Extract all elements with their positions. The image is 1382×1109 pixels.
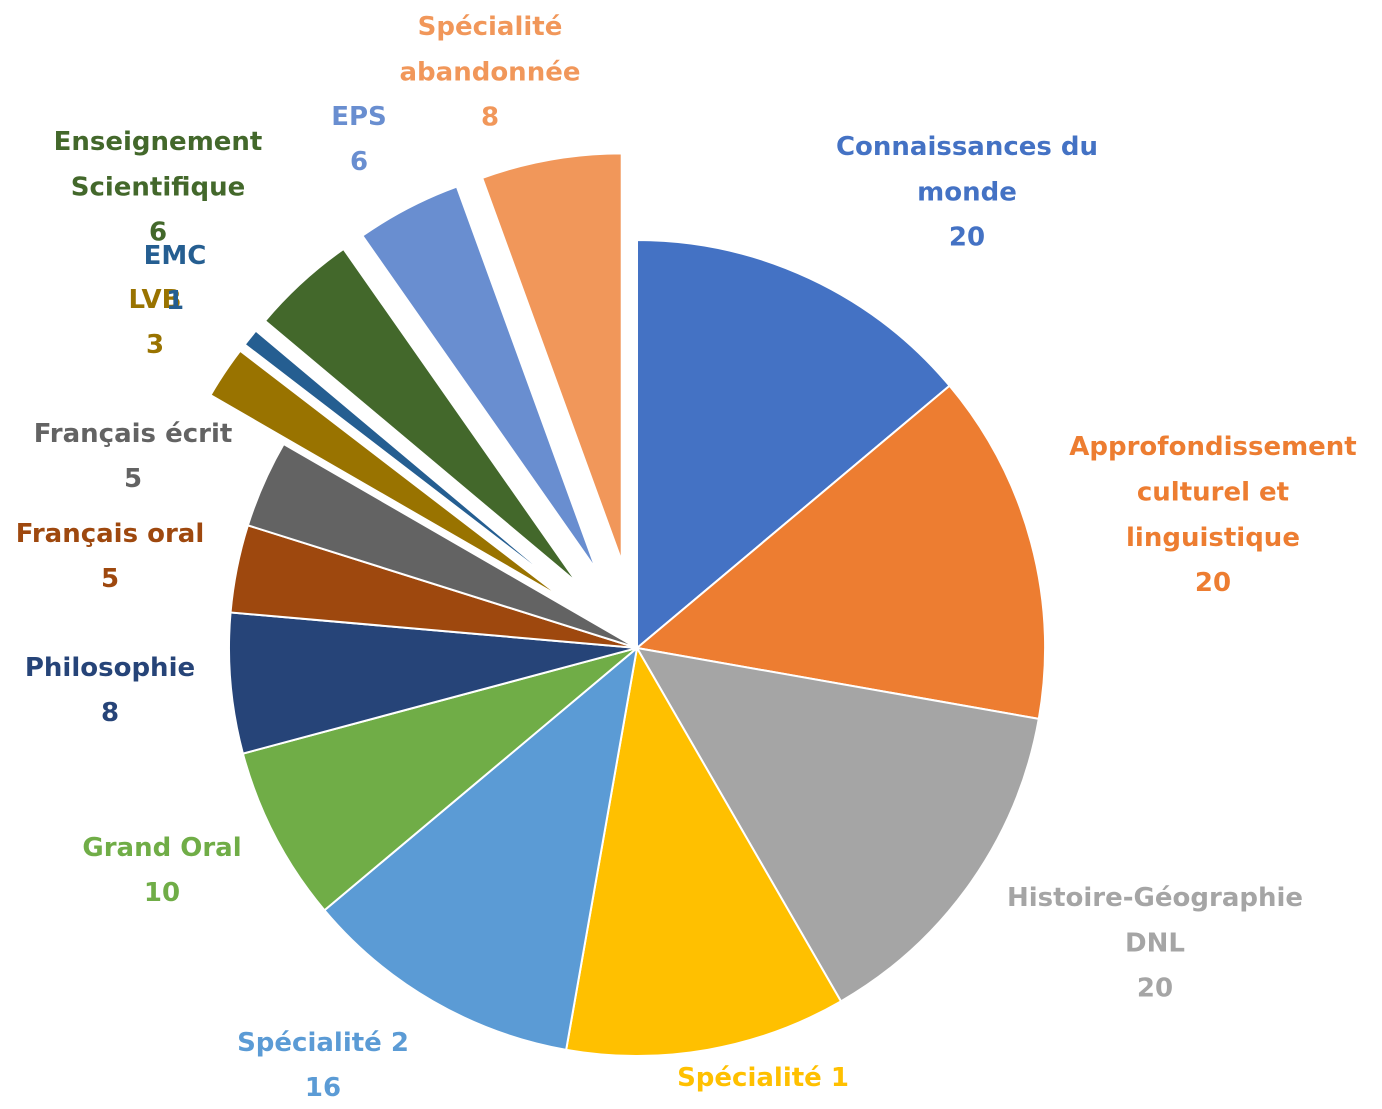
pie-slice — [634, 384, 1046, 721]
pie-slice — [209, 349, 565, 600]
label-line: DNL — [1125, 928, 1185, 958]
label-line: Histoire-Géographie — [1007, 883, 1303, 913]
value-label: 3 — [146, 330, 164, 360]
value-label: 20 — [949, 223, 985, 253]
label-line: Approfondissement — [1069, 432, 1357, 462]
value-label: 8 — [101, 698, 119, 728]
label-line: monde — [917, 177, 1017, 207]
label-line: Spécialité 2 — [237, 1028, 409, 1058]
pie-slice — [241, 647, 638, 912]
slice-label: Philosophie — [25, 653, 195, 683]
pie-slice — [243, 329, 570, 594]
slice-label: Spécialité 2 — [237, 1028, 409, 1058]
slice-label: EPS — [331, 102, 387, 132]
value-label: 20 — [1137, 974, 1173, 1004]
label-line: Spécialité 1 — [677, 1063, 849, 1093]
label-line: Français écrit — [34, 419, 233, 449]
slice-label: Approfondissement culturel et linguistique — [1069, 432, 1357, 553]
pie-slice — [635, 646, 1040, 1003]
pie-slice — [263, 247, 579, 584]
slice-label: Français écrit — [34, 419, 233, 449]
pie-slice — [636, 238, 951, 651]
label-line: Grand Oral — [82, 833, 241, 863]
slice-label: Histoire-Géographie DNL — [1007, 883, 1303, 959]
label-line: abandonnée — [400, 57, 581, 87]
pie-slice — [564, 645, 843, 1057]
label-line: Spécialité — [418, 12, 563, 42]
value-label: 6 — [350, 147, 368, 177]
slice-label: Spécialité 1 — [677, 1063, 849, 1093]
value-label: 20 — [1195, 568, 1231, 598]
label-line: culturel et — [1137, 477, 1289, 507]
value-label: 5 — [101, 564, 119, 594]
label-line: Enseignement — [54, 127, 263, 157]
label-line: Connaissances du — [836, 132, 1098, 162]
slice-label: EMC — [144, 241, 207, 271]
value-label: 8 — [481, 103, 499, 133]
label-line: LVB — [129, 285, 182, 315]
label-line: EMC — [144, 241, 207, 271]
slice-label: LVB — [129, 285, 182, 315]
value-label: 1 — [166, 286, 184, 316]
value-label: 16 — [305, 1073, 341, 1103]
slice-label: Français oral — [16, 519, 205, 549]
label-line: EPS — [331, 102, 387, 132]
value-label: 6 — [149, 218, 167, 248]
pie-slice — [246, 442, 638, 649]
slice-label: Connaissances du monde — [836, 132, 1098, 208]
pie-slice — [480, 152, 623, 562]
pie-slice — [360, 185, 598, 571]
value-label: 10 — [144, 878, 180, 908]
slice-label: Spécialité abandonnée — [400, 12, 581, 88]
pie-slice — [323, 645, 639, 1051]
label-line: Français oral — [16, 519, 205, 549]
label-line: linguistique — [1126, 523, 1300, 553]
label-line: Scientifique — [71, 172, 246, 202]
label-line: Philosophie — [25, 653, 195, 683]
value-label: 5 — [124, 464, 142, 494]
slice-label: Grand Oral — [82, 833, 241, 863]
pie-slice — [228, 611, 638, 755]
slice-label: Enseignement Scientifique — [54, 127, 263, 203]
